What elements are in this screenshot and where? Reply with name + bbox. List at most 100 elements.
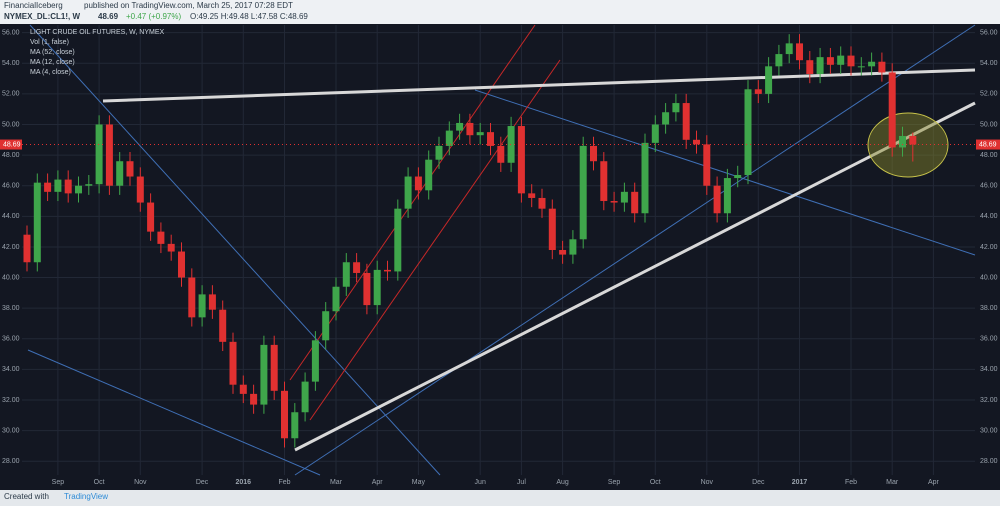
legend-entry: MA (12, close) xyxy=(30,59,75,66)
candle-body xyxy=(610,201,618,203)
author[interactable]: FinancialIceberg xyxy=(4,1,63,10)
candle-body xyxy=(23,234,31,263)
candle-body xyxy=(311,340,319,382)
legend-entry: Vol (1, false) xyxy=(30,39,69,46)
y-tick-label: 38.00 xyxy=(2,305,20,312)
candle-body xyxy=(682,103,690,140)
candle-body xyxy=(497,145,505,163)
y-tick-label: 46.00 xyxy=(980,183,998,190)
y-tick-label: 54.00 xyxy=(2,60,20,67)
candle-body xyxy=(456,122,464,131)
x-tick-label: Mar xyxy=(886,479,899,486)
y-tick-label: 54.00 xyxy=(980,60,998,67)
candle-body xyxy=(116,161,124,186)
candle-body xyxy=(672,103,680,113)
candle-body xyxy=(631,191,639,214)
candle-body xyxy=(301,381,309,413)
trend-line xyxy=(27,349,321,476)
y-tick-label: 56.00 xyxy=(2,29,20,36)
y-tick-label: 30.00 xyxy=(980,427,998,434)
candle-body xyxy=(785,43,793,55)
candle-body xyxy=(435,145,443,160)
y-tick-label: 40.00 xyxy=(980,274,998,281)
y-tick-label: 38.00 xyxy=(980,305,998,312)
y-tick-label: 52.00 xyxy=(2,91,20,98)
candle-body xyxy=(466,122,474,136)
x-tick-label: Nov xyxy=(134,479,147,486)
candle-body xyxy=(425,159,433,191)
candle-body xyxy=(445,130,453,146)
candle-body xyxy=(342,262,350,287)
x-tick-label: Feb xyxy=(278,479,290,486)
candle-body xyxy=(620,191,628,203)
candle-body xyxy=(33,182,41,263)
candle-body xyxy=(363,272,371,306)
candle-body xyxy=(95,124,103,185)
candle-body xyxy=(641,142,649,214)
candle-body xyxy=(775,54,783,67)
candle-body xyxy=(528,193,536,198)
trend-line xyxy=(474,89,976,256)
y-tick-label: 34.00 xyxy=(980,366,998,373)
candle-body xyxy=(229,341,237,385)
published: published on TradingView.com, March 25, … xyxy=(84,1,293,10)
change: +0.47 (+0.97%) xyxy=(126,12,181,21)
candle-body xyxy=(806,60,814,74)
candle-body xyxy=(693,139,700,145)
candle-body xyxy=(291,412,299,439)
candle-body xyxy=(847,55,855,67)
candle-body xyxy=(651,124,659,143)
x-tick-label: Sep xyxy=(608,479,621,486)
candle-body xyxy=(899,135,906,148)
candle-body xyxy=(157,231,165,244)
candle-body xyxy=(281,390,288,439)
x-tick-label: Jun xyxy=(475,479,486,486)
x-tick-label: Apr xyxy=(928,479,940,486)
candle-body xyxy=(178,251,185,278)
candle-body xyxy=(384,269,391,272)
candle-body xyxy=(538,197,546,209)
footer-brand[interactable]: TradingView xyxy=(64,492,108,501)
x-tick-label: Apr xyxy=(372,479,384,486)
legend-entry: MA (4, close) xyxy=(30,69,71,76)
resistance-line xyxy=(102,68,976,103)
candle-body xyxy=(208,294,216,310)
x-tick-label: Mar xyxy=(330,479,343,486)
candle-body xyxy=(219,309,227,342)
candle-body xyxy=(136,176,144,203)
trend-line xyxy=(29,24,441,476)
symbol: NYMEX_DL:CL1!, W xyxy=(4,12,80,21)
last-price-label: 48.69 xyxy=(3,141,21,148)
candle-body xyxy=(404,176,412,209)
last-price-box xyxy=(976,139,1000,150)
y-tick-label: 28.00 xyxy=(980,458,998,465)
candle-body xyxy=(754,89,762,94)
candle-body xyxy=(260,344,268,405)
candle-body xyxy=(414,176,422,191)
candle-body xyxy=(888,72,896,148)
y-tick-label: 36.00 xyxy=(980,336,998,343)
legend-entry: LIGHT CRUDE OIL FUTURES, W, NYMEX xyxy=(30,29,165,36)
candle-body xyxy=(353,262,361,273)
y-tick-label: 36.00 xyxy=(2,336,20,343)
y-tick-label: 42.00 xyxy=(980,244,998,251)
y-tick-label: 50.00 xyxy=(2,121,20,128)
highlight-ellipse xyxy=(867,112,949,178)
x-tick-label: Jul xyxy=(517,479,526,486)
candle-body xyxy=(75,185,82,194)
candle-body xyxy=(487,132,494,146)
drawings xyxy=(27,24,976,476)
candle-body xyxy=(147,202,155,232)
y-tick-label: 56.00 xyxy=(980,29,998,36)
candle-body xyxy=(590,145,597,162)
ohlc: O:49.25 H:49.48 L:47.58 C:48.69 xyxy=(190,12,308,21)
candle-body xyxy=(105,124,113,186)
candle-body xyxy=(54,179,62,192)
y-tick-label: 32.00 xyxy=(980,397,998,404)
x-tick-label: Sep xyxy=(52,479,65,486)
x-tick-label: Dec xyxy=(196,479,209,486)
last-price-box xyxy=(0,139,22,150)
y-tick-label: 32.00 xyxy=(2,397,20,404)
last-price-label: 48.69 xyxy=(979,141,997,148)
